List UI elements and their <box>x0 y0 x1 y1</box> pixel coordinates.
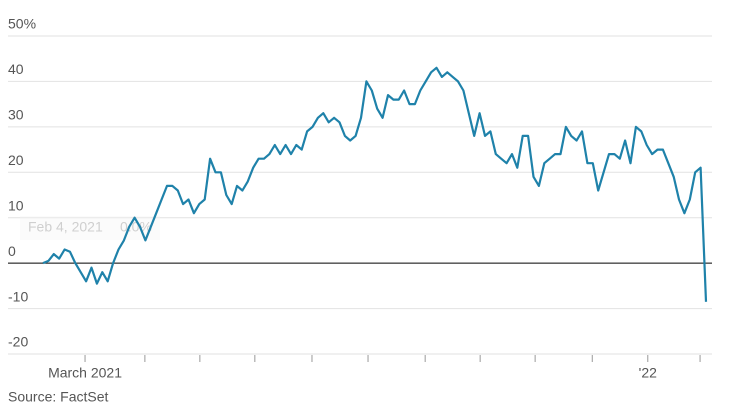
y-tick-label: 30 <box>8 107 24 123</box>
x-tick-label: March 2021 <box>48 365 122 381</box>
line-series <box>42 66 708 302</box>
annotation-date: Feb 4, 2021 <box>28 219 103 235</box>
y-tick-label: 20 <box>8 152 24 168</box>
y-tick-label: 50% <box>8 16 36 32</box>
x-tick-label: '22 <box>639 365 657 381</box>
y-tick-label: -20 <box>8 334 28 350</box>
y-tick-label: 40 <box>8 61 24 77</box>
source-note: Source: FactSet <box>8 389 108 405</box>
annotation: Feb 4, 2021 0.0% <box>20 216 160 240</box>
y-tick-label: 10 <box>8 197 24 213</box>
y-tick-label: -10 <box>8 288 28 304</box>
y-tick-label: 0 <box>8 243 16 259</box>
